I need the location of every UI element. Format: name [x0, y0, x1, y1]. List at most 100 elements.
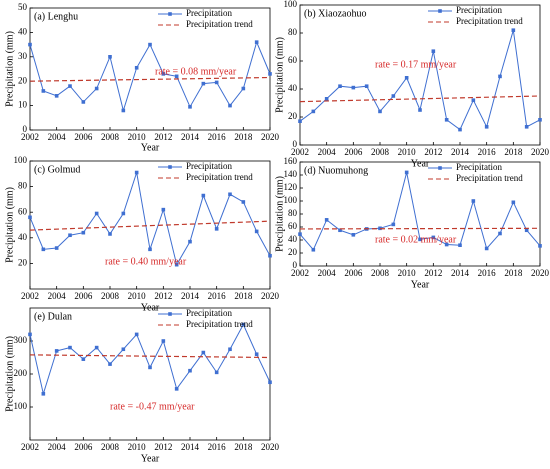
point: [188, 239, 192, 244]
point: [94, 211, 99, 216]
point: [241, 86, 246, 91]
point: [524, 125, 529, 129]
legend-marker: [168, 312, 172, 316]
point: [121, 347, 126, 352]
legend-label: Precipitation trend: [456, 16, 523, 26]
x-tick-label: 2008: [371, 147, 390, 157]
x-tick-label: 2018: [234, 291, 253, 301]
point: [41, 89, 46, 93]
point: [498, 231, 502, 236]
point: [404, 76, 409, 80]
x-tick-label: 2018: [504, 268, 523, 278]
point: [484, 125, 489, 129]
legend-label: Precipitation trend: [186, 319, 253, 329]
point: [201, 350, 206, 355]
point: [28, 215, 32, 220]
point: [298, 119, 302, 123]
x-tick-label: 2016: [478, 147, 497, 157]
point: [94, 86, 99, 91]
point: [378, 109, 382, 114]
y-tick-label: 20: [18, 257, 28, 267]
y-tick-label: 100: [284, 195, 298, 205]
x-tick-label: 2006: [74, 132, 93, 142]
point: [311, 247, 316, 252]
point: [484, 246, 489, 251]
point: [201, 193, 206, 198]
point: [54, 349, 59, 353]
plot-frame: [299, 4, 541, 146]
series-line: [299, 30, 541, 131]
point: [538, 118, 542, 122]
x-tick-label: 2008: [101, 442, 120, 452]
point: [41, 392, 46, 396]
x-tick-label: 2016: [478, 268, 497, 278]
point: [241, 322, 246, 327]
legend-label: Precipitation trend: [456, 173, 523, 183]
x-tick-label: 2004: [318, 147, 337, 157]
legend-marker: [438, 166, 442, 170]
y-tick-label: 60: [288, 221, 298, 231]
plot-frame: [29, 160, 271, 290]
x-tick-label: 2012: [154, 291, 172, 301]
x-tick-label: 2006: [344, 268, 363, 278]
x-tick-label: 2020: [531, 147, 550, 157]
x-tick-label: 2004: [48, 291, 67, 301]
panel: 2002 2004 2006 2008 2010 2012 2014 2016 2018 2020…: [4, 307, 280, 464]
point: [228, 192, 232, 197]
x-tick-label: 2010: [398, 147, 417, 157]
point: [148, 42, 152, 47]
series-line: [299, 227, 541, 230]
legend-marker: [168, 165, 172, 169]
panel-title: (c) Golmud: [34, 164, 80, 175]
legend-marker: [168, 12, 172, 16]
y-tick-label: 0: [293, 139, 298, 149]
point: [338, 228, 342, 233]
x-tick-label: 2016: [208, 442, 227, 452]
x-tick-label: 2002: [21, 132, 39, 142]
annotation: rate = 0.40 mm/year: [105, 256, 187, 267]
point: [458, 127, 462, 132]
x-tick-label: 2006: [344, 147, 363, 157]
x-tick-label: 2014: [451, 147, 470, 157]
x-tick-label: 2014: [181, 132, 200, 142]
point: [404, 170, 409, 175]
x-tick-label: 2002: [21, 442, 39, 452]
panel-title: (a) Lenghu: [34, 11, 78, 22]
point: [68, 233, 72, 238]
point: [134, 332, 139, 337]
point: [188, 105, 192, 109]
point: [268, 72, 272, 76]
point: [391, 222, 396, 227]
point: [54, 94, 59, 98]
point: [174, 74, 179, 79]
annotation: rate = -0.47 mm/year: [110, 401, 195, 412]
point: [241, 200, 246, 204]
x-tick-label: 2004: [48, 442, 67, 452]
x-tick-label: 2012: [424, 268, 442, 278]
legend-marker: [438, 9, 442, 13]
x-axis-label: Year: [411, 279, 430, 290]
x-tick-label: 2002: [291, 268, 309, 278]
y-tick-label: 160: [284, 156, 298, 166]
point: [108, 232, 112, 236]
point: [161, 72, 166, 76]
x-tick-label: 2014: [181, 442, 200, 452]
point: [108, 55, 112, 59]
x-tick-label: 2018: [234, 442, 253, 452]
x-tick-label: 2020: [261, 291, 280, 301]
y-tick-label: 20: [288, 111, 298, 121]
x-axis-label: Year: [141, 142, 160, 153]
point: [161, 339, 166, 343]
series-line: [29, 76, 271, 82]
x-tick-label: 2020: [531, 268, 550, 278]
y-axis-label: Precipitation (mm): [4, 187, 15, 263]
point: [254, 40, 259, 44]
point: [391, 94, 396, 98]
legend-label: Precipitation: [186, 161, 232, 171]
y-tick-label: 10: [18, 100, 28, 110]
y-tick-label: 60: [18, 206, 28, 216]
legend-label: Precipitation: [186, 308, 232, 318]
y-tick-label: 200: [14, 368, 28, 378]
point: [418, 108, 422, 112]
